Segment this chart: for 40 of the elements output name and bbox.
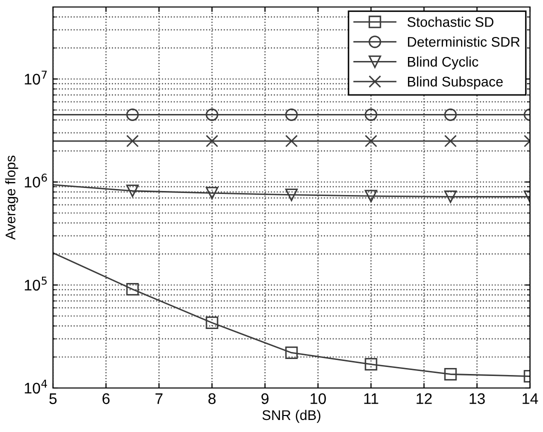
point — [126, 134, 139, 148]
x-tick-label: 10 — [310, 393, 326, 404]
point — [206, 186, 218, 200]
x-tick-label: 12 — [416, 393, 432, 404]
y-axis-title: Average flops — [5, 156, 18, 240]
x-tick-label: 8 — [208, 393, 216, 404]
x-tick-label: 7 — [156, 393, 162, 404]
point — [206, 108, 218, 121]
x-tick-label: 6 — [102, 393, 110, 404]
y-tick-label: 10$^{7}$ — [24, 70, 47, 85]
point — [364, 190, 378, 202]
x-tick-label: 13 — [470, 393, 485, 404]
point — [126, 184, 139, 198]
point — [285, 134, 298, 148]
point — [285, 108, 298, 121]
point — [285, 188, 298, 202]
point — [444, 190, 457, 203]
y-tick-label: 10$^{6}$ — [24, 174, 47, 188]
point — [364, 134, 378, 148]
point — [126, 282, 139, 296]
x-tick-label: 11 — [364, 393, 378, 404]
point — [444, 368, 457, 380]
x-tick-label: 14 — [522, 393, 538, 404]
x-axis-title: SNR (dB) — [262, 410, 320, 423]
point — [126, 108, 139, 121]
point — [364, 358, 378, 371]
x-tick-label: 9 — [261, 393, 269, 404]
legend-label: Blind Cyclic — [408, 56, 478, 70]
point — [364, 108, 378, 121]
legend-label: Blind Subspace — [408, 76, 503, 90]
y-tick-label: 10$^{5}$ — [24, 276, 47, 291]
legend-label: Stochastic SD — [407, 16, 494, 27]
legend-label: Deterministic SDR — [408, 36, 520, 47]
point — [444, 134, 457, 148]
point — [206, 316, 218, 329]
point — [444, 108, 457, 121]
y-tick-label: 10$^{4}$ — [24, 380, 48, 394]
point — [285, 346, 298, 359]
point — [206, 134, 218, 148]
x-tick-label: 5 — [49, 393, 57, 404]
